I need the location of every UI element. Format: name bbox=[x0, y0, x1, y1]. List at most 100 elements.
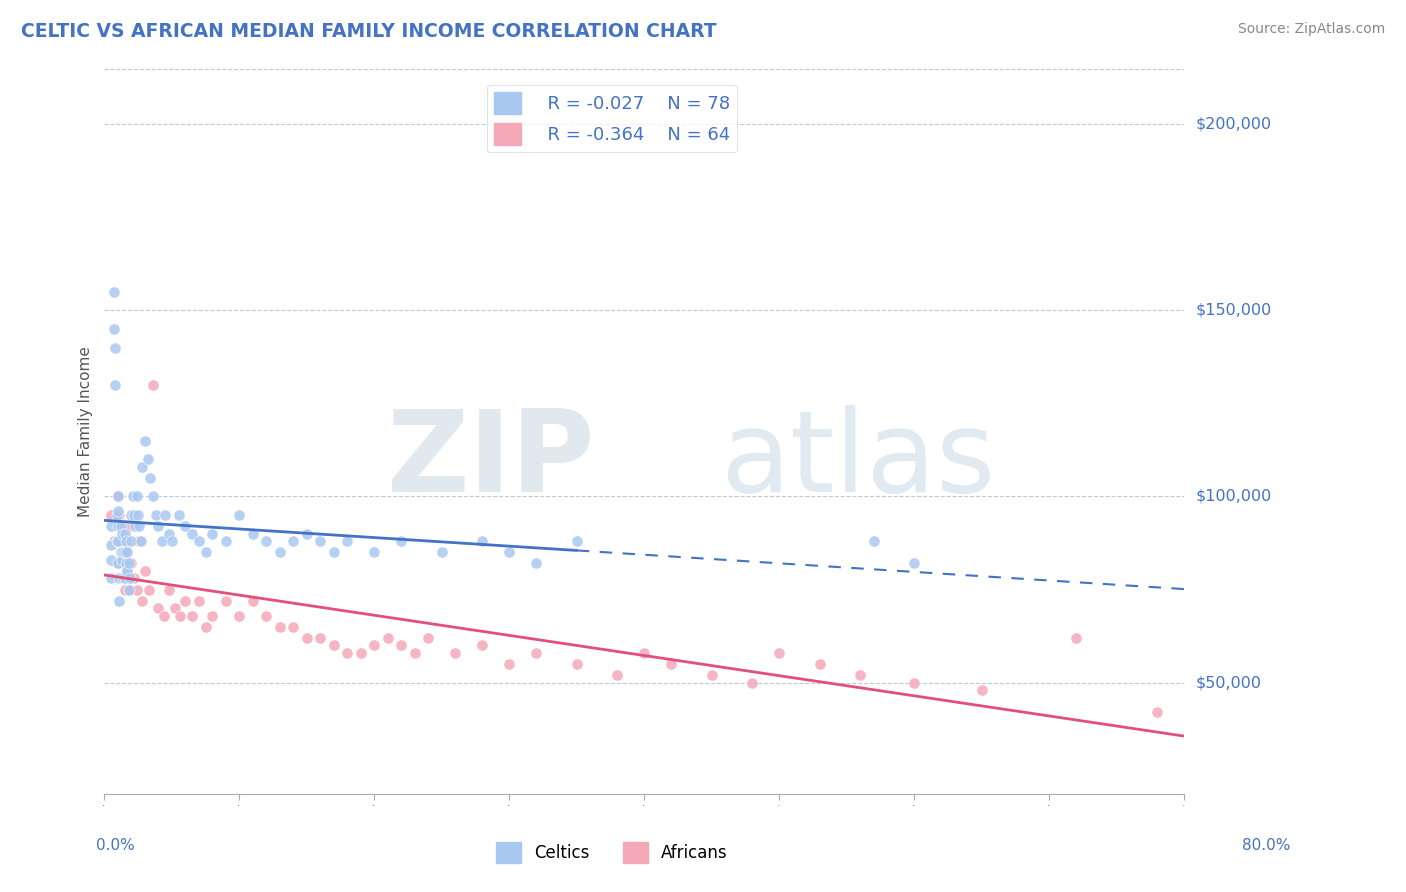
Point bbox=[136, 452, 159, 467]
Point bbox=[444, 646, 467, 660]
Point bbox=[565, 657, 588, 671]
Point bbox=[107, 490, 129, 504]
Point bbox=[104, 341, 127, 355]
Point bbox=[1064, 631, 1087, 645]
Point bbox=[363, 638, 385, 652]
Point bbox=[115, 557, 138, 571]
Point bbox=[970, 683, 993, 698]
Point bbox=[1146, 706, 1168, 720]
Point bbox=[741, 675, 763, 690]
Point bbox=[194, 545, 217, 559]
Text: 0.0%: 0.0% bbox=[96, 838, 135, 853]
Point bbox=[808, 657, 831, 671]
Point bbox=[350, 646, 373, 660]
Point bbox=[117, 564, 139, 578]
Point bbox=[111, 526, 134, 541]
Point bbox=[363, 545, 385, 559]
Point bbox=[110, 545, 132, 559]
Point bbox=[152, 534, 174, 549]
Point bbox=[107, 534, 129, 549]
Point bbox=[112, 545, 135, 559]
Point bbox=[104, 377, 127, 392]
Point bbox=[283, 620, 305, 634]
Point bbox=[118, 571, 141, 585]
Point bbox=[524, 646, 547, 660]
Point bbox=[128, 519, 150, 533]
Point bbox=[201, 526, 224, 541]
Point bbox=[167, 508, 190, 522]
Point bbox=[269, 620, 291, 634]
Point bbox=[418, 631, 440, 645]
Point bbox=[100, 519, 122, 533]
Point bbox=[148, 519, 170, 533]
Point bbox=[142, 377, 165, 392]
Point bbox=[254, 608, 277, 623]
Point bbox=[121, 490, 143, 504]
Point bbox=[524, 557, 547, 571]
Y-axis label: Median Family Income: Median Family Income bbox=[79, 346, 93, 516]
Point bbox=[105, 508, 128, 522]
Point bbox=[125, 582, 148, 597]
Point bbox=[117, 545, 139, 559]
Point bbox=[269, 545, 291, 559]
Point bbox=[169, 608, 191, 623]
Point bbox=[377, 631, 399, 645]
Point bbox=[138, 582, 160, 597]
Point bbox=[110, 519, 132, 533]
Point bbox=[127, 508, 149, 522]
Point bbox=[181, 526, 204, 541]
Text: $200,000: $200,000 bbox=[1195, 117, 1271, 132]
Text: $100,000: $100,000 bbox=[1195, 489, 1271, 504]
Point bbox=[194, 620, 217, 634]
Point bbox=[117, 564, 139, 578]
Point bbox=[131, 459, 153, 474]
Point bbox=[389, 534, 412, 549]
Point bbox=[108, 593, 131, 607]
Point bbox=[215, 534, 238, 549]
Point bbox=[633, 646, 655, 660]
Point bbox=[131, 593, 153, 607]
Point bbox=[430, 545, 453, 559]
Point bbox=[114, 582, 136, 597]
Point bbox=[309, 631, 332, 645]
Point bbox=[103, 285, 125, 299]
Point bbox=[107, 519, 129, 533]
Point bbox=[128, 534, 150, 549]
Point bbox=[903, 675, 925, 690]
Point bbox=[336, 534, 359, 549]
Point bbox=[283, 534, 305, 549]
Point bbox=[389, 638, 412, 652]
Point bbox=[139, 471, 162, 485]
Point bbox=[187, 593, 209, 607]
Point bbox=[134, 434, 156, 448]
Point bbox=[187, 534, 209, 549]
Point bbox=[157, 582, 180, 597]
Text: CELTIC VS AFRICAN MEDIAN FAMILY INCOME CORRELATION CHART: CELTIC VS AFRICAN MEDIAN FAMILY INCOME C… bbox=[21, 22, 717, 41]
Point bbox=[849, 668, 872, 682]
Point bbox=[118, 519, 141, 533]
Point bbox=[903, 557, 925, 571]
Text: $150,000: $150,000 bbox=[1195, 303, 1271, 318]
Point bbox=[322, 545, 344, 559]
Legend:   R = -0.027    N = 78,   R = -0.364    N = 64: R = -0.027 N = 78, R = -0.364 N = 64 bbox=[486, 85, 737, 153]
Point bbox=[157, 526, 180, 541]
Point bbox=[100, 553, 122, 567]
Point bbox=[111, 557, 134, 571]
Point bbox=[142, 490, 165, 504]
Point bbox=[105, 534, 128, 549]
Text: 80.0%: 80.0% bbox=[1243, 838, 1291, 853]
Point bbox=[228, 608, 250, 623]
Text: Source: ZipAtlas.com: Source: ZipAtlas.com bbox=[1237, 22, 1385, 37]
Point bbox=[118, 582, 141, 597]
Point bbox=[498, 545, 520, 559]
Point bbox=[606, 668, 628, 682]
Point bbox=[471, 534, 494, 549]
Point bbox=[254, 534, 277, 549]
Point bbox=[295, 526, 318, 541]
Point bbox=[336, 646, 359, 660]
Point bbox=[114, 526, 136, 541]
Point bbox=[112, 571, 135, 585]
Point bbox=[107, 557, 129, 571]
Point bbox=[120, 508, 142, 522]
Point bbox=[118, 582, 141, 597]
